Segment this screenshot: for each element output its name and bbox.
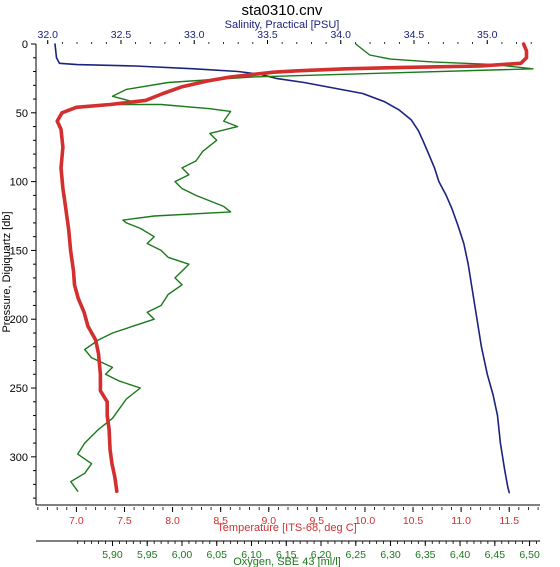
oxygen-tick-label: 6,05 bbox=[207, 549, 228, 561]
salinity-tick-label: 32.0 bbox=[38, 29, 59, 41]
oxygen-tick-label: 6,35 bbox=[415, 549, 436, 561]
oxygen-tick-label: 6,45 bbox=[485, 549, 506, 561]
temperature-tick-label: 7.5 bbox=[117, 515, 132, 527]
oxygen-tick-label: 5,90 bbox=[102, 549, 123, 561]
temperature-series-line bbox=[55, 42, 529, 494]
oxygen-tick-label: 6,15 bbox=[276, 549, 297, 561]
pressure-tick-label: 200 bbox=[10, 314, 28, 326]
salinity-tick-label: 34.5 bbox=[404, 29, 425, 41]
pressure-tick-label: 250 bbox=[10, 383, 28, 395]
temperature-tick-label: 7.0 bbox=[69, 515, 84, 527]
salinity-axis-label: Salinity, Practical [PSU] bbox=[225, 19, 340, 31]
salinity-tick-label: 32.5 bbox=[111, 29, 132, 41]
pressure-axis-label: Pressure, Digiquartz [db] bbox=[1, 211, 13, 332]
pressure-tick-label: 0 bbox=[22, 39, 28, 51]
temperature-tick-label: 9.5 bbox=[310, 515, 325, 527]
oxygen-tick-label: 6,20 bbox=[311, 549, 332, 561]
salinity-tick-label: 33.0 bbox=[184, 29, 205, 41]
oxygen-tick-label: 6,00 bbox=[172, 549, 193, 561]
pressure-tick-label: 150 bbox=[10, 245, 28, 257]
temperature-tick-label: 11.5 bbox=[499, 515, 519, 527]
temperature-tick-label: 8.5 bbox=[213, 515, 228, 527]
oxygen-tick-label: 6,40 bbox=[450, 549, 471, 561]
oxygen-tick-label: 6,30 bbox=[380, 549, 401, 561]
temperature-tick-label: 10.0 bbox=[355, 515, 376, 527]
salinity-tick-label: 34.0 bbox=[331, 29, 352, 41]
temperature-tick-label: 8.0 bbox=[165, 515, 180, 527]
plot-frame bbox=[35, 44, 540, 506]
oxygen-tick-label: 6,25 bbox=[346, 549, 367, 561]
pressure-tick-label: 100 bbox=[10, 177, 28, 189]
chart-title: sta0310.cnv bbox=[242, 2, 323, 19]
temperature-tick-label: 9.0 bbox=[261, 515, 276, 527]
temperature-tick-label: 10.5 bbox=[403, 515, 424, 527]
salinity-series-line bbox=[54, 43, 511, 494]
salinity-tick-label: 35.0 bbox=[477, 29, 498, 41]
oxygen-series-line bbox=[70, 43, 534, 492]
oxygen-axis-label: Oxygen, SBE 43 [ml/l] bbox=[233, 556, 341, 567]
temperature-axis-label: Temperature [ITS-68, deg C] bbox=[217, 522, 356, 534]
temperature-tick-label: 11.0 bbox=[451, 515, 471, 527]
pressure-tick-label: 300 bbox=[10, 452, 28, 464]
oxygen-tick-label: 5,95 bbox=[137, 549, 158, 561]
oxygen-tick-label: 6,10 bbox=[241, 549, 262, 561]
oxygen-tick-label: 6,50 bbox=[519, 549, 540, 561]
pressure-tick-label: 50 bbox=[16, 108, 28, 120]
salinity-tick-label: 33.5 bbox=[257, 29, 278, 41]
